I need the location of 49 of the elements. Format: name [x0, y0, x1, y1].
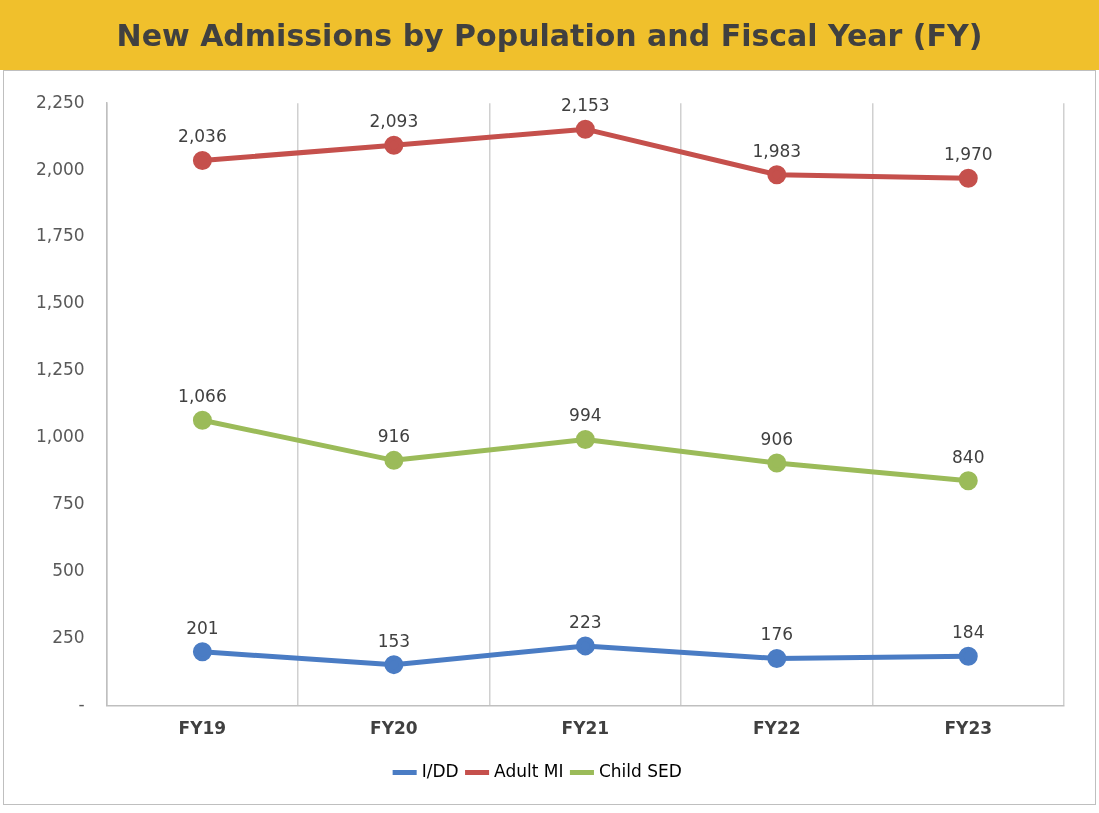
- y-tick-label: -: [78, 694, 85, 715]
- data-label: 2,036: [178, 126, 227, 147]
- y-tick-label: 2,250: [36, 91, 85, 112]
- y-tick-label: 750: [52, 493, 85, 514]
- point: [767, 165, 787, 185]
- data-label: 840: [952, 446, 985, 467]
- data-label: 1,983: [752, 140, 802, 161]
- data-label: 2,093: [369, 111, 419, 132]
- data-label: 201: [186, 617, 219, 638]
- x-tick-label: FY20: [370, 718, 418, 739]
- data-label: 1,066: [178, 386, 227, 407]
- x-tick-label: FY23: [944, 718, 993, 739]
- y-tick-label: 250: [52, 627, 85, 648]
- point: [384, 655, 404, 675]
- y-tick-label: 1,000: [36, 426, 85, 447]
- point: [192, 410, 212, 430]
- legend-label: I/DD: [421, 760, 459, 781]
- y-tick-label: 1,500: [36, 292, 85, 313]
- point: [384, 450, 404, 470]
- y-tick-label: 1,250: [36, 359, 85, 380]
- data-label: 153: [377, 630, 411, 651]
- data-label: 1,970: [943, 144, 993, 165]
- data-label: 994: [569, 405, 602, 426]
- y-tick-label: 1,750: [36, 225, 85, 246]
- legend-label: Adult MI: [494, 760, 564, 781]
- data-label: 906: [760, 428, 794, 449]
- x-tick-label: FY21: [561, 718, 610, 739]
- data-label: 223: [569, 611, 602, 632]
- point: [575, 636, 595, 656]
- data-label: 2,153: [561, 95, 610, 116]
- point: [192, 642, 212, 662]
- y-tick-label: 500: [52, 560, 85, 581]
- x-tick-label: FY22: [753, 718, 801, 739]
- point: [958, 471, 978, 491]
- x-tick-label: FY19: [178, 718, 227, 739]
- chart-title: New Admissions by Population and Fiscal Year (FY): [0, 0, 1099, 70]
- point: [192, 151, 212, 170]
- data-label: 916: [377, 426, 411, 447]
- point: [575, 119, 595, 139]
- point: [767, 648, 787, 668]
- point: [384, 135, 404, 155]
- point: [575, 429, 595, 449]
- data-label: 176: [760, 624, 794, 645]
- point: [958, 646, 978, 666]
- point: [958, 168, 978, 188]
- y-tick-label: 2,000: [36, 158, 85, 179]
- point: [767, 453, 787, 473]
- data-label: 184: [952, 622, 985, 643]
- legend-label: Child SED: [598, 760, 682, 781]
